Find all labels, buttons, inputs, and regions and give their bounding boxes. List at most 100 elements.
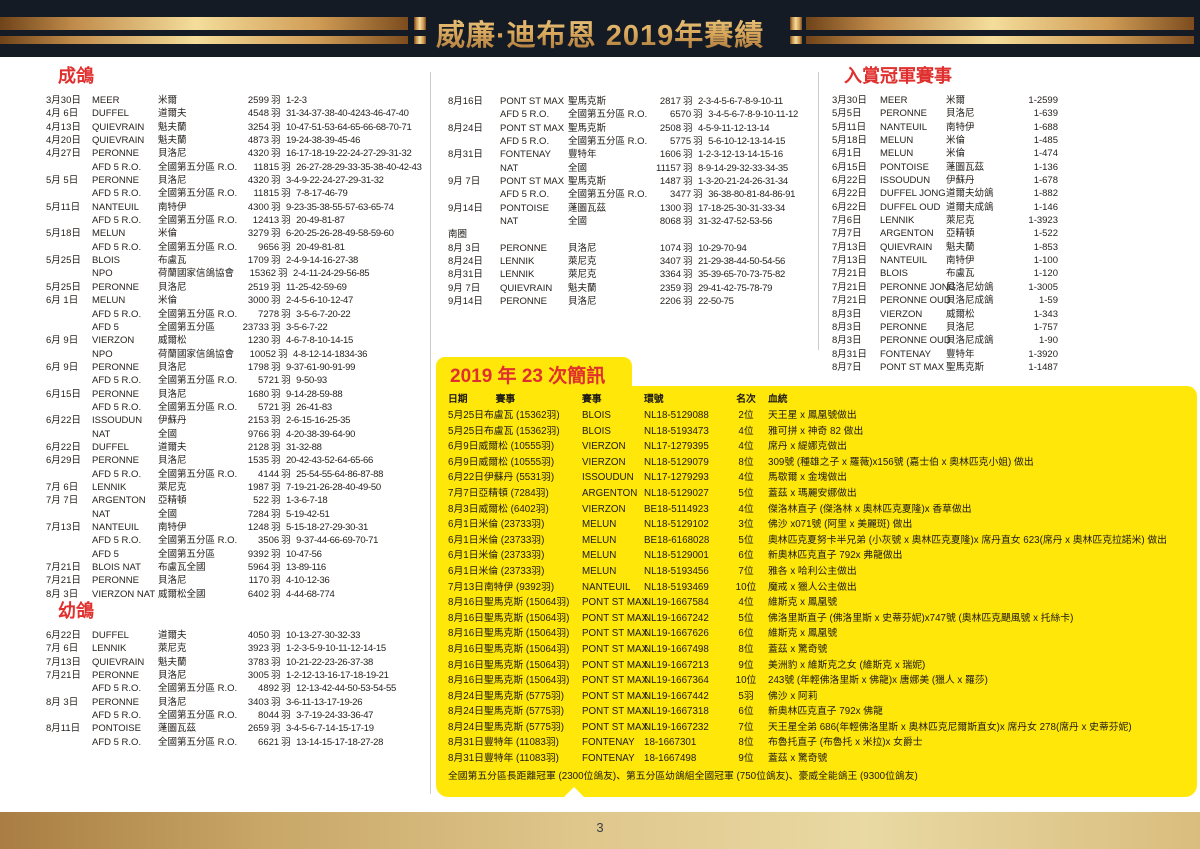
race-name-en: PERONNE bbox=[92, 696, 139, 708]
bulletin-header-row: 日期 賽事 賽事 環號 名次 血統 bbox=[448, 392, 1187, 408]
race-date: 5月11日 bbox=[832, 121, 867, 133]
bulletin-date-race: 5月25日布盧瓦 (15362羽) bbox=[448, 410, 560, 421]
placings: 3-5-6-7-22 bbox=[286, 321, 328, 333]
race-result-row: 6月 9日 VIERZON 威爾松 1230 羽 4-6-7-8-10-14-1… bbox=[46, 334, 434, 347]
adult-results-list: 3月30日 MEER 米爾 2599 羽 1-2-3 4月 6日 DUFFEL … bbox=[46, 94, 434, 601]
bulletin-race-en: PONT ST MAX bbox=[582, 706, 649, 718]
race-name-en: PERONNE OUD bbox=[880, 295, 951, 307]
bird-count: 15362 bbox=[249, 268, 277, 280]
placings: 3-5-6-7-20-22 bbox=[296, 308, 351, 320]
race-date bbox=[46, 401, 90, 414]
champion-result: 1-522 bbox=[1033, 228, 1058, 240]
race-result-row: 5月11日 NANTEUIL 南特伊 4300 羽 9-23-35-38-55-… bbox=[46, 201, 434, 214]
race-date: 8月 3日 bbox=[448, 242, 481, 254]
race-date: 4月20日 bbox=[46, 135, 81, 147]
bulletin-row: 8月16日聖馬克斯 (15064羽) PONT ST MAX NL19-1667… bbox=[448, 626, 1187, 642]
bulletin-race-en: FONTENAY bbox=[582, 753, 635, 765]
race-result-row: 6月22日 DUFFEL 道爾夫 4050 羽 10-13-27-30-32-3… bbox=[46, 629, 434, 642]
race-date: 8月3日 bbox=[832, 335, 862, 347]
race-name-cn: 威爾松 bbox=[158, 335, 187, 347]
race-name-en: ISSOUDUN bbox=[92, 415, 143, 427]
race-date bbox=[46, 214, 90, 227]
champion-row: 8月31日 FONTENAY 豐特年 1-3920 bbox=[832, 348, 1058, 361]
race-date: 8月3日 bbox=[832, 308, 862, 320]
bulletin-bloodline: 新奧林匹克直子 792x 佛龍 bbox=[768, 706, 883, 718]
placings: 25-54-55-64-86-87-88 bbox=[296, 468, 384, 480]
placings: 9-50-93 bbox=[296, 375, 327, 387]
bird-unit: 羽 bbox=[271, 428, 281, 440]
champion-result: 1-688 bbox=[1033, 121, 1058, 133]
race-result-row: 7月21日 PERONNE 貝洛尼 1170 羽 4-10-12-36 bbox=[46, 574, 434, 587]
race-name-cn: 米倫 bbox=[946, 135, 966, 147]
placings: 35-39-65-70-73-75-82 bbox=[698, 269, 785, 281]
bulletin-race-en: MELUN bbox=[582, 519, 617, 531]
champion-row: 8月3日 VIERZON 威爾松 1-343 bbox=[832, 308, 1058, 321]
race-result-row: 4月13日 QUIEVRAIN 魁夫蘭 3254 羽 10-47-51-53-6… bbox=[46, 121, 434, 134]
race-name-cn: 全國第五分區 R.O. bbox=[158, 710, 238, 722]
bulletin-row: 8月3日威爾松 (6402羽) VIERZON BE18-5114923 4位 … bbox=[448, 502, 1187, 518]
race-name-en: AFD 5 R.O. bbox=[92, 215, 142, 227]
race-name-en: PONTOISE bbox=[500, 202, 549, 214]
champion-row: 7月21日 PERONNE JONG 貝洛尼幼鴿 1-3005 bbox=[832, 281, 1058, 294]
race-name-cn: 米倫 bbox=[946, 148, 966, 160]
bulletin-row: 7月7日亞精頓 (7284羽) ARGENTON NL18-5129027 5位… bbox=[448, 486, 1187, 502]
placings: 13-14-15-17-18-27-28 bbox=[296, 736, 384, 748]
bulletin-rank: 10位 bbox=[735, 581, 757, 593]
race-result-row: AFD 5 R.O. 全國第五分區 R.O. 9656 羽 20-49-81-8… bbox=[46, 241, 434, 254]
race-date: 8月31日 bbox=[448, 149, 483, 161]
race-result-row: 5月25日 BLOIS 布盧瓦 1709 羽 2-4-9-14-16-27-38 bbox=[46, 254, 434, 267]
race-date: 5月5日 bbox=[832, 108, 862, 120]
bulletin-row: 8月24日聖馬克斯 (5775羽) PONT ST MAX NL19-16673… bbox=[448, 704, 1187, 720]
page-number: 3 bbox=[596, 820, 604, 835]
bird-unit: 羽 bbox=[683, 96, 693, 107]
bulletin-race-en: MELUN bbox=[582, 565, 617, 577]
race-date bbox=[46, 187, 90, 200]
bird-unit: 羽 bbox=[683, 256, 693, 268]
bird-count: 3506 bbox=[258, 535, 280, 547]
race-name-en: AFD 5 bbox=[92, 548, 119, 560]
south-region-label: 南圈 bbox=[448, 229, 468, 241]
race-result-row: 4月20日 QUIEVRAIN 魁夫蘭 4873 羽 19-24-38-39-4… bbox=[46, 134, 434, 147]
bulletin-header-race: 賽事 bbox=[582, 394, 602, 405]
gold-bar-right-thick bbox=[806, 17, 1194, 30]
bird-count: 11815 bbox=[253, 188, 280, 200]
bulletin-rows: 5月25日布盧瓦 (15362羽) BLOIS NL18-5129088 2位 … bbox=[448, 408, 1187, 767]
race-date bbox=[46, 428, 90, 441]
race-name-en: NANTEUIL bbox=[92, 522, 139, 533]
bulletin-race-en: NANTEUIL bbox=[582, 581, 631, 593]
bird-unit: 羽 bbox=[683, 296, 693, 308]
race-result-row: 8月16日 PONT ST MAX 聖馬克斯 2817 羽 2-3-4-5-6-… bbox=[448, 95, 820, 108]
race-result-row: 8月 3日 VIERZON NAT 威爾松全國 6402 羽 4-44-68-7… bbox=[46, 588, 434, 601]
placings: 31-32-47-52-53-56 bbox=[698, 216, 773, 228]
bird-unit: 羽 bbox=[271, 148, 281, 160]
bird-unit: 羽 bbox=[281, 736, 291, 748]
section-heading-adult: 成鴿 bbox=[58, 66, 94, 86]
race-name-cn: 全國第五分區 R.O. bbox=[568, 109, 648, 121]
bulletin-rank: 4位 bbox=[738, 425, 754, 437]
race-date bbox=[46, 161, 90, 174]
bulletin-ring-number: NL19-1667232 bbox=[644, 721, 709, 733]
champion-result: 1-882 bbox=[1033, 188, 1058, 200]
placings: 1-3-20-21-24-26-31-34 bbox=[698, 176, 788, 188]
race-name-cn: 全國第五分區 R.O. bbox=[568, 189, 648, 201]
bulletin-row: 7月13日南特伊 (9392羽) NANTEUIL NL18-5193469 1… bbox=[448, 580, 1187, 596]
champion-result: 1-678 bbox=[1033, 175, 1058, 187]
bird-count: 3000 bbox=[247, 295, 269, 307]
race-name-en: NANTEUIL bbox=[880, 255, 927, 267]
gold-bar-right-thin bbox=[806, 36, 1194, 44]
bulletin-bloodline: 天王星全弟 686(年輕佛洛里斯 x 奧林匹克尼爾斯直女)x 席丹女 278(席… bbox=[768, 721, 1132, 733]
placings: 4-5-9-11-12-13-14 bbox=[698, 122, 770, 134]
race-date: 4月13日 bbox=[46, 121, 81, 133]
champion-result: 1-59 bbox=[1038, 295, 1058, 307]
race-date: 3月30日 bbox=[46, 95, 81, 106]
race-result-row: AFD 5 全國第五分區 23733 羽 3-5-6-7-22 bbox=[46, 321, 434, 334]
bird-unit: 羽 bbox=[271, 135, 281, 147]
race-name-cn: 全國 bbox=[158, 428, 178, 440]
bulletin-ring-number: NL18-5193456 bbox=[644, 565, 709, 577]
bird-count: 7284 bbox=[247, 508, 269, 520]
bulletin-header-date-race: 日期 賽事 bbox=[448, 394, 516, 405]
race-date bbox=[46, 468, 90, 481]
race-name-en: PERONNE bbox=[880, 321, 927, 333]
bulletin-date-race: 6月1日米倫 (23733羽) bbox=[448, 550, 545, 562]
placings: 1-2-3-5-9-10-11-12-14-15 bbox=[286, 643, 386, 655]
